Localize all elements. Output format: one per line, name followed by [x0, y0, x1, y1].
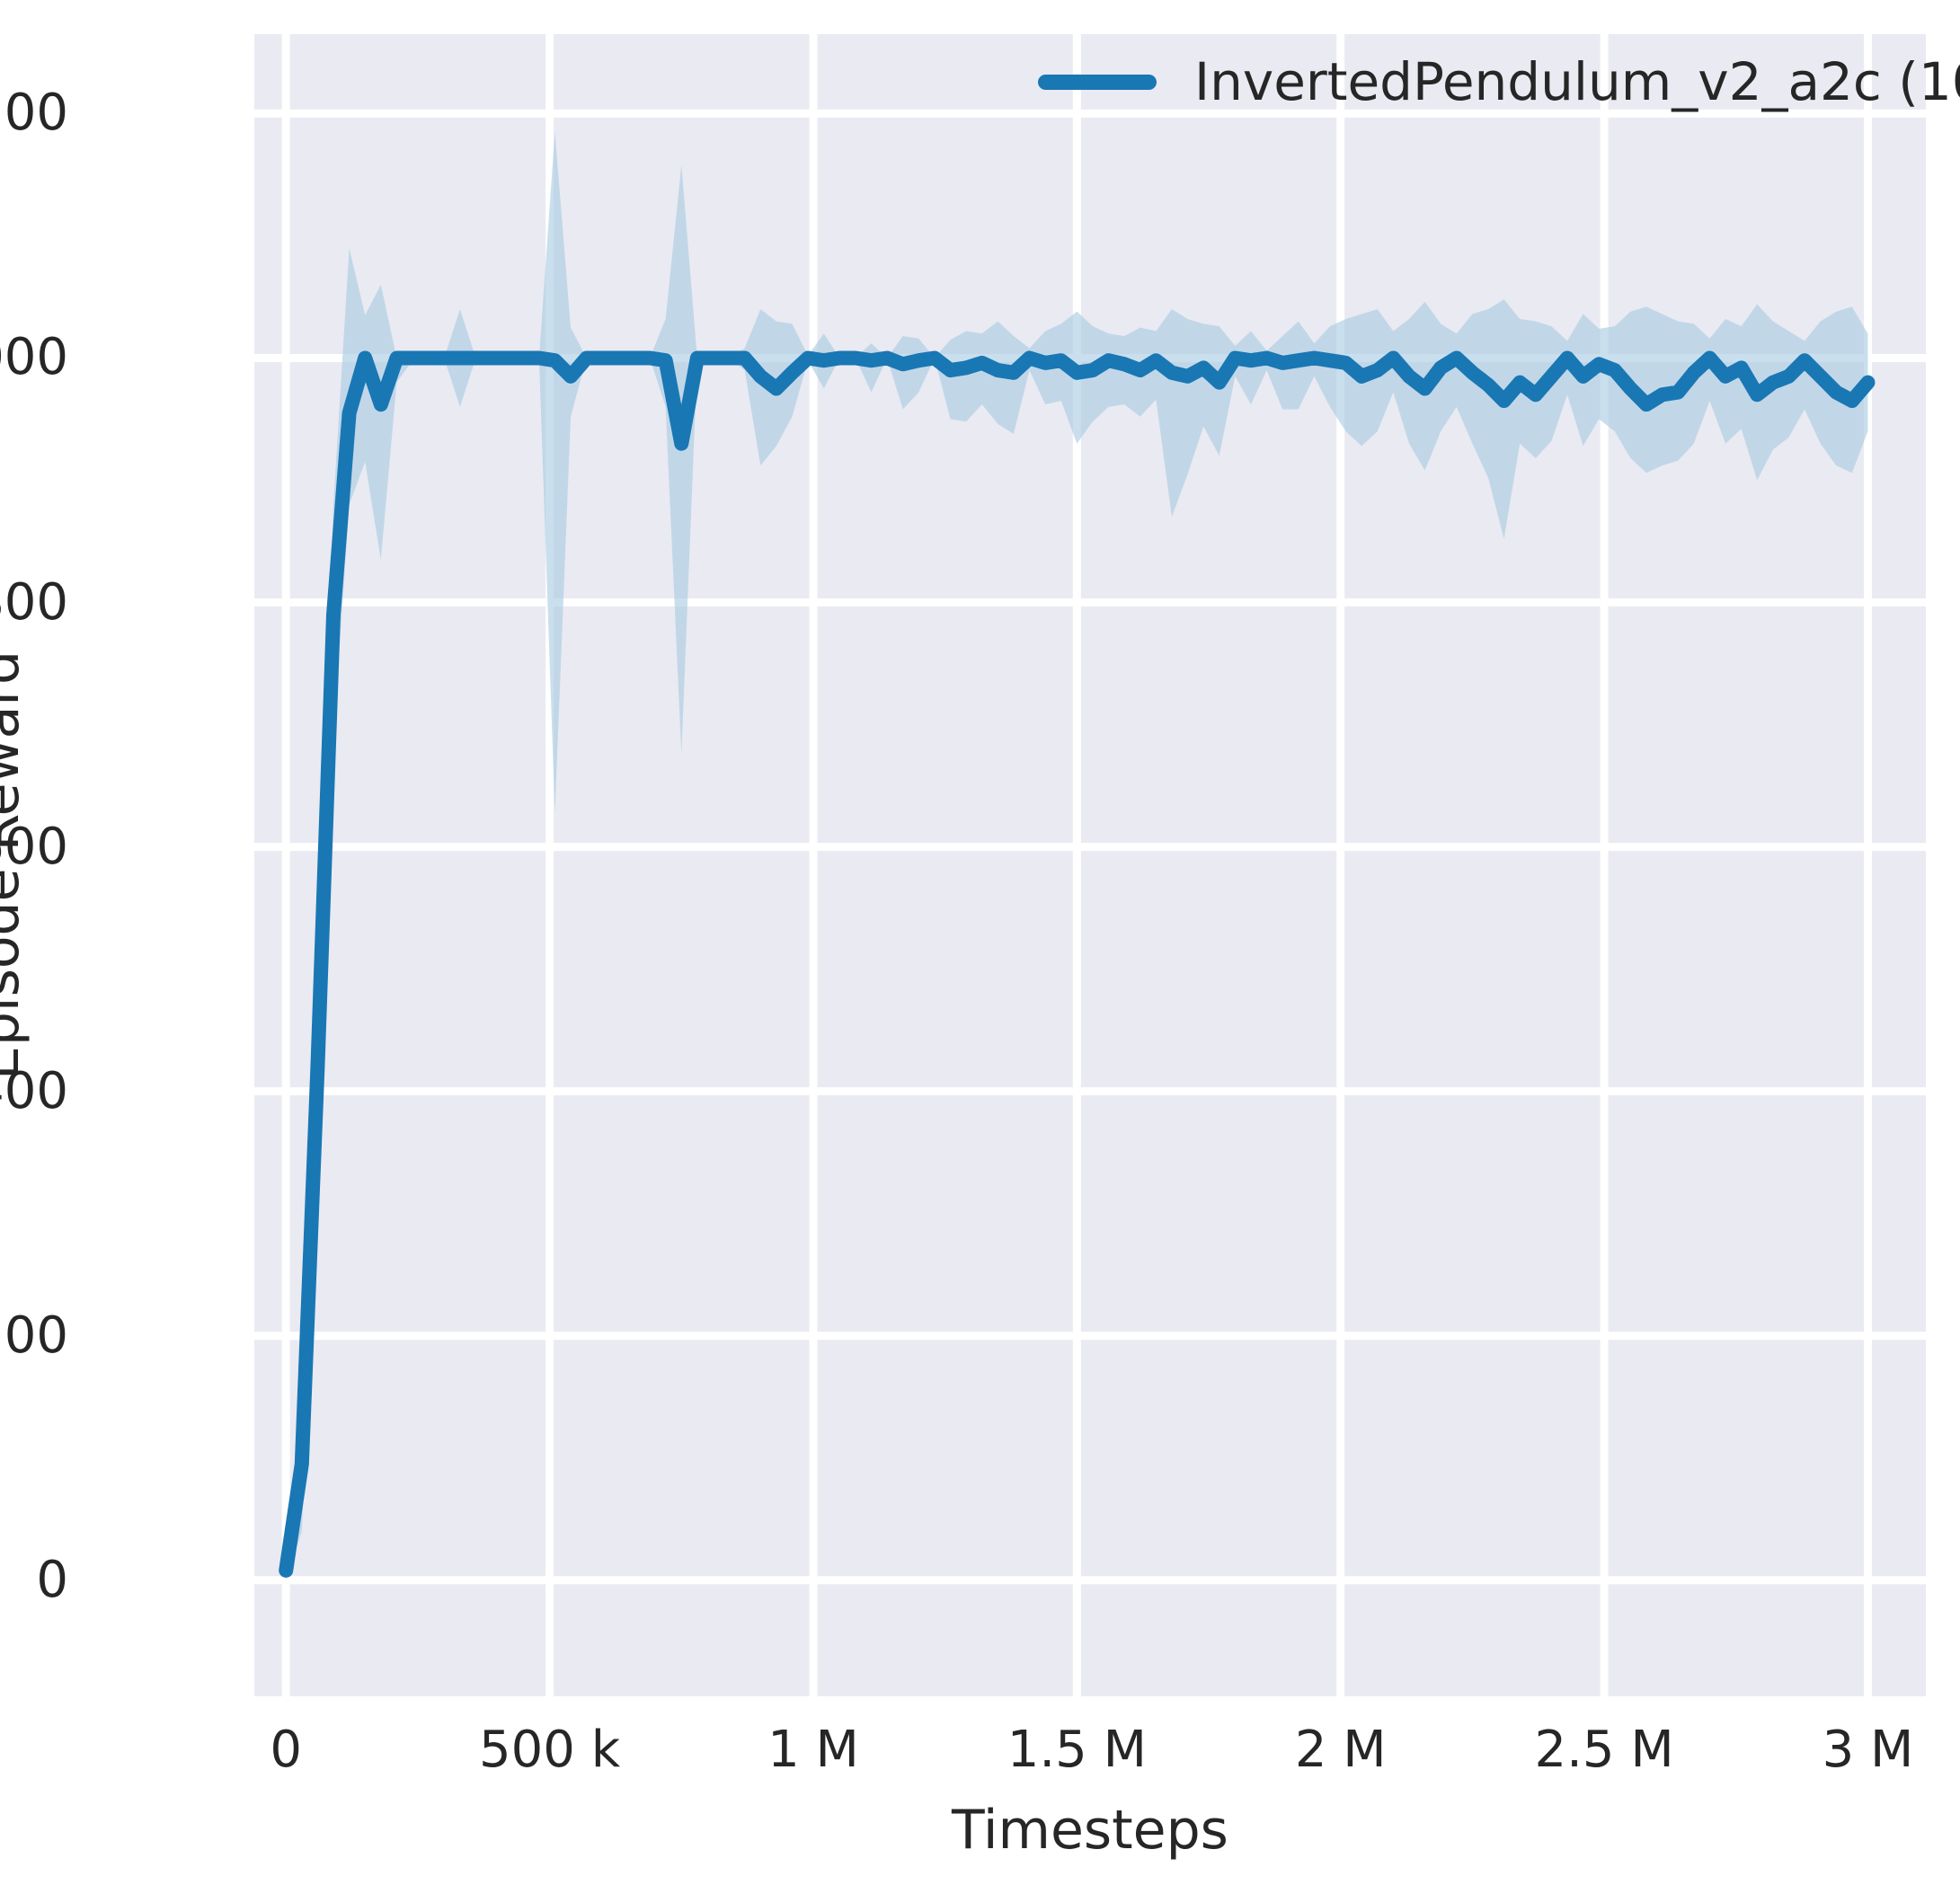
y-tick-label: 400 [0, 1061, 68, 1120]
x-tick-label: 1.5 M [1007, 1721, 1147, 1779]
x-tick-label: 1 M [767, 1721, 859, 1779]
y-tick-label: 800 [0, 572, 68, 632]
x-tick-label: 2.5 M [1534, 1721, 1674, 1779]
legend-entry-label: InvertedPendulum_v2_a2c (10) [1194, 51, 1960, 112]
legend-line-swatch [1038, 74, 1157, 90]
x-tick-label: 3 M [1822, 1721, 1914, 1779]
y-tick-label: 200 [0, 1305, 68, 1365]
legend: InvertedPendulum_v2_a2c (10) [1038, 56, 1960, 108]
y-tick-label: 1200 [0, 84, 68, 143]
data-layer [279, 131, 1876, 1580]
x-axis-label: Timesteps [952, 1799, 1228, 1862]
x-tick-label: 0 [270, 1721, 303, 1779]
y-tick-label: 1000 [0, 328, 68, 387]
y-axis-label: Episode Reward [0, 650, 31, 1081]
confidence-band [286, 131, 1868, 1580]
y-tick-label: 600 [0, 817, 68, 876]
series-line [279, 350, 1876, 1578]
y-tick-label: 0 [36, 1550, 68, 1609]
x-tick-label: 2 M [1294, 1721, 1387, 1779]
x-tick-label: 500 k [479, 1721, 621, 1779]
plot-area [254, 34, 1926, 1696]
